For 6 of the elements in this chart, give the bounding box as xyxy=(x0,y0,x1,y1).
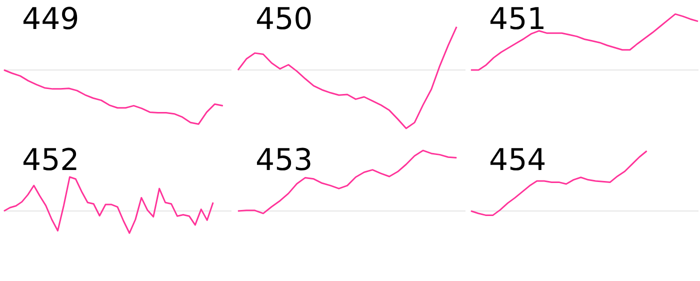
chart-title: 451 xyxy=(489,2,546,37)
chart-title: 454 xyxy=(489,143,546,178)
chart-title: 453 xyxy=(256,143,313,178)
chart-title: 452 xyxy=(22,143,80,178)
chart-title: 450 xyxy=(256,2,313,37)
chart-title: 449 xyxy=(22,2,80,37)
